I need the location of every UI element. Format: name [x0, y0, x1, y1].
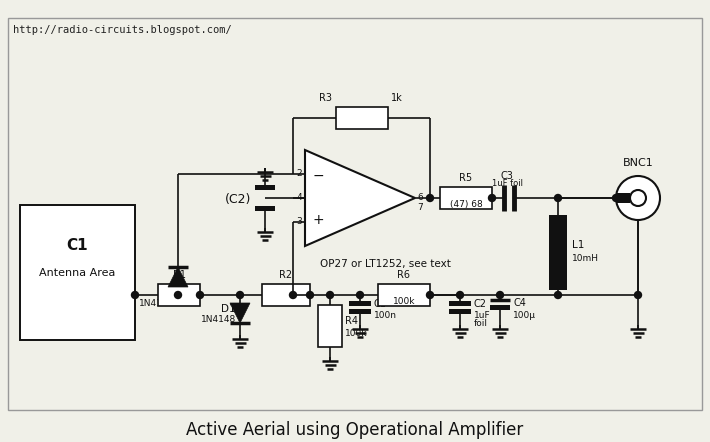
Circle shape	[488, 194, 496, 202]
Circle shape	[236, 292, 244, 298]
Bar	[262, 284, 310, 306]
Text: 1uF foil: 1uF foil	[491, 179, 523, 188]
Bar	[318, 305, 342, 347]
Bar	[158, 284, 200, 306]
Text: Active Aerial using Operational Amplifier: Active Aerial using Operational Amplifie…	[186, 421, 524, 439]
Text: (C2): (C2)	[224, 194, 251, 206]
Text: 1N4148: 1N4148	[138, 298, 174, 308]
Text: 100n: 100n	[374, 310, 397, 320]
Text: +: +	[313, 213, 324, 227]
Circle shape	[635, 292, 642, 298]
Bar	[440, 187, 492, 209]
Circle shape	[356, 292, 364, 298]
Text: C1: C1	[374, 299, 387, 309]
Bar	[349, 301, 371, 306]
Text: 100k: 100k	[393, 297, 415, 306]
Text: R3: R3	[320, 93, 332, 103]
Polygon shape	[168, 267, 188, 287]
Bar	[349, 309, 371, 314]
Text: D1: D1	[222, 304, 236, 314]
Circle shape	[290, 292, 297, 298]
Text: R6: R6	[398, 270, 410, 280]
Text: 100μ: 100μ	[513, 310, 536, 320]
Text: L1: L1	[572, 240, 584, 249]
Text: 4: 4	[296, 194, 302, 202]
Text: 1k: 1k	[391, 93, 403, 103]
Circle shape	[327, 292, 334, 298]
Bar	[490, 305, 510, 310]
Text: R5: R5	[459, 173, 473, 183]
Text: R1: R1	[173, 270, 185, 280]
Circle shape	[427, 194, 434, 202]
Text: 6: 6	[417, 194, 422, 202]
Text: OP27 or LT1252, see text: OP27 or LT1252, see text	[320, 259, 451, 269]
Text: (47) 68: (47) 68	[449, 200, 482, 209]
Circle shape	[131, 292, 138, 298]
Bar	[378, 284, 430, 306]
Text: −: −	[313, 169, 324, 183]
Text: 2: 2	[296, 169, 302, 179]
Text: R2: R2	[280, 270, 293, 280]
Text: 10mH: 10mH	[572, 254, 599, 263]
Circle shape	[197, 292, 204, 298]
Bar	[616, 193, 630, 203]
Circle shape	[555, 292, 562, 298]
Text: 3: 3	[296, 217, 302, 226]
Circle shape	[175, 292, 182, 298]
Text: foil: foil	[474, 320, 488, 328]
Text: BNC1: BNC1	[623, 158, 653, 168]
Polygon shape	[305, 150, 415, 246]
Text: 1N4148: 1N4148	[201, 315, 236, 324]
Bar	[549, 215, 567, 290]
Bar	[336, 107, 388, 129]
Text: 1uF: 1uF	[474, 310, 491, 320]
Circle shape	[427, 292, 434, 298]
Circle shape	[555, 194, 562, 202]
Text: C4: C4	[513, 298, 526, 308]
Text: C3: C3	[501, 171, 513, 181]
Text: 100k: 100k	[345, 328, 368, 338]
Bar	[8, 18, 702, 410]
Text: D2: D2	[159, 288, 174, 298]
Bar	[20, 205, 135, 340]
Bar	[449, 301, 471, 306]
Circle shape	[307, 292, 314, 298]
Text: 7: 7	[417, 203, 422, 213]
Circle shape	[613, 194, 620, 202]
Bar	[255, 185, 275, 190]
Bar	[449, 309, 471, 314]
Circle shape	[457, 292, 464, 298]
Text: http://radio-circuits.blogspot.com/: http://radio-circuits.blogspot.com/	[13, 25, 231, 35]
Text: Antenna Area: Antenna Area	[39, 268, 116, 278]
Text: C2: C2	[474, 299, 487, 309]
Text: R4: R4	[345, 316, 358, 326]
Circle shape	[496, 292, 503, 298]
Bar	[255, 206, 275, 211]
Text: C1: C1	[67, 237, 88, 252]
Circle shape	[616, 176, 660, 220]
Circle shape	[630, 190, 646, 206]
Polygon shape	[230, 303, 250, 323]
